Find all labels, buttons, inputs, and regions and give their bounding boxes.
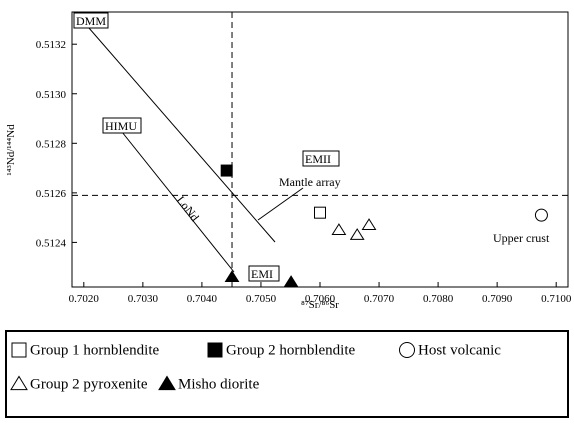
- legend-marker: [10, 375, 28, 391]
- plot-frame: [71, 11, 569, 288]
- emii-box: [302, 150, 340, 167]
- legend-marker: [158, 375, 176, 391]
- x-tick-label: 0.7090: [482, 293, 513, 305]
- x-tick-label: 0.7060: [305, 293, 336, 305]
- x-tick-label: 0.7070: [364, 293, 395, 305]
- legend-label: Misho diorite: [178, 376, 260, 392]
- himu-box: [102, 117, 142, 134]
- legend-label: Group 2 hornblendite: [226, 342, 355, 358]
- y-tick-label: 0.5128: [36, 138, 67, 150]
- x-tick-label: 0.7050: [246, 293, 277, 305]
- dmm-box: [73, 12, 109, 29]
- y-tick-label: 0.5126: [36, 188, 67, 200]
- legend-box: [5, 330, 569, 418]
- x-tick-label: 0.7040: [187, 293, 218, 305]
- legend-label: Group 1 hornblendite: [30, 342, 159, 358]
- legend-marker: [11, 342, 27, 358]
- dmm-line: [81, 19, 276, 243]
- lond-line: [121, 131, 235, 273]
- lond-label: LoNd: [174, 193, 202, 224]
- y-axis-title: ¹⁴³Nd/¹⁴⁴Nd: [5, 124, 17, 176]
- data-point: [349, 228, 365, 240]
- y-tick-label: 0.5132: [36, 39, 66, 51]
- x-tick-label: 0.7020: [69, 293, 100, 305]
- data-point: [314, 206, 326, 219]
- mantle-array-pointer: [257, 187, 304, 221]
- x-axis-title: ⁸⁷Sr/⁸⁶Sr: [301, 299, 339, 311]
- legend-marker: [399, 342, 415, 358]
- legend-label: Group 2 pyroxenite: [30, 376, 148, 392]
- data-point: [361, 218, 377, 231]
- emi-box: [248, 265, 280, 282]
- data-point: [283, 275, 299, 288]
- x-tick-label: 0.7030: [128, 293, 159, 305]
- y-tick-label: 0.5130: [36, 89, 67, 101]
- data-point: [220, 164, 233, 177]
- legend-label: Host volcanic: [418, 342, 501, 358]
- mantle-array-label: Mantle array: [279, 175, 341, 189]
- x-tick-label: 0.7100: [541, 293, 572, 305]
- data-point: [224, 270, 240, 283]
- y-tick-label: 0.5124: [36, 237, 67, 249]
- emi-label: EMI: [251, 267, 273, 281]
- data-point: [534, 208, 548, 222]
- data-point: [331, 223, 347, 235]
- legend-marker: [207, 342, 223, 358]
- emii-label: EMII: [305, 152, 331, 166]
- upper-crust-label: Upper crust: [493, 231, 550, 245]
- dmm-label: DMM: [76, 14, 106, 28]
- himu-label: HIMU: [105, 119, 137, 133]
- x-tick-label: 0.7080: [423, 293, 454, 305]
